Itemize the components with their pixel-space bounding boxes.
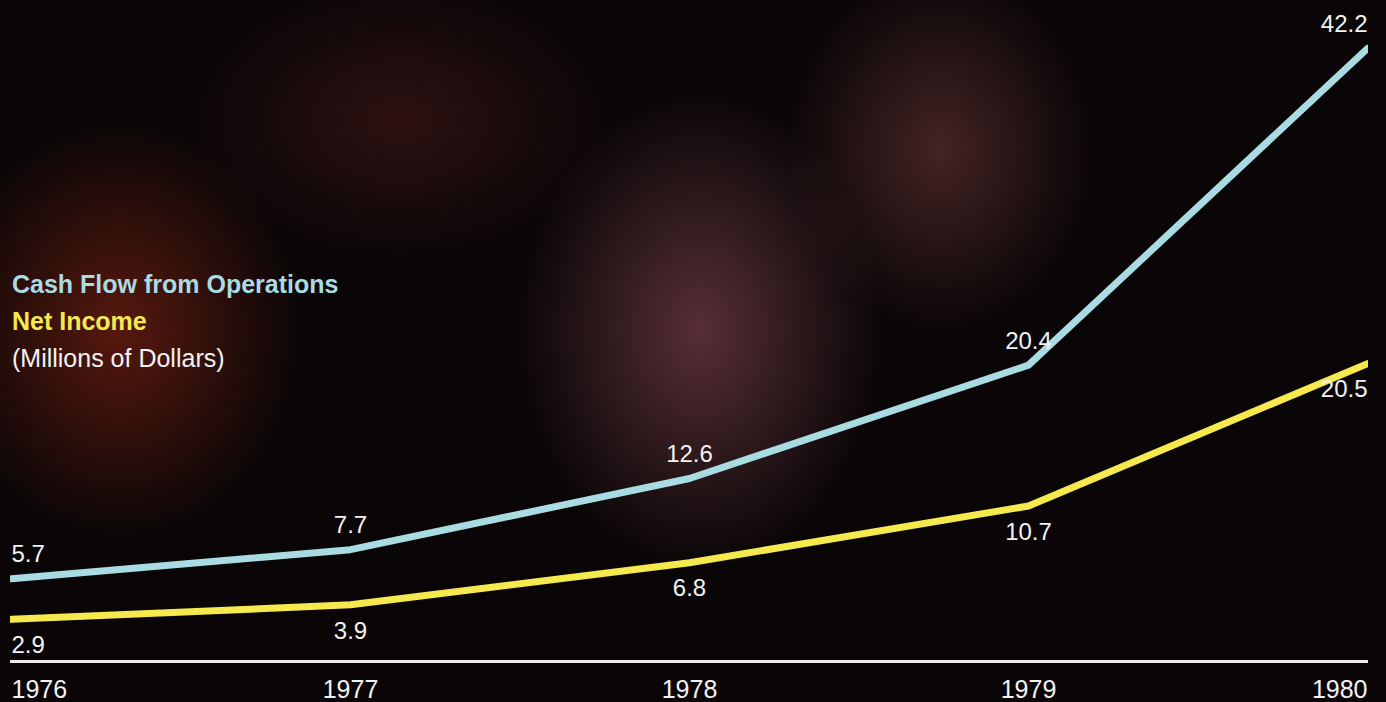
html-text:(Millions of Dollars): (Millions of Dollars)	[12, 344, 225, 372]
svg-text:10.7: 10.7	[1005, 518, 1052, 545]
svg-text:2.9: 2.9	[12, 631, 45, 658]
svg-text:7.7: 7.7	[334, 511, 367, 538]
svg-text:12.6: 12.6	[666, 440, 713, 467]
svg-text:20.4: 20.4	[1005, 327, 1052, 354]
svg-text:42.2: 42.2	[1321, 10, 1368, 37]
svg-text:6.8: 6.8	[673, 574, 706, 601]
svg-text:5.7: 5.7	[12, 540, 45, 567]
svg-text:3.9: 3.9	[334, 617, 367, 644]
svg-text:1978: 1978	[662, 675, 718, 702]
svg-text:1980: 1980	[1312, 675, 1368, 702]
html-text:Net Income: Net Income	[12, 307, 147, 335]
svg-text:1977: 1977	[323, 675, 379, 702]
svg-text:20.5: 20.5	[1321, 375, 1368, 402]
svg-text:1979: 1979	[1001, 675, 1057, 702]
html-text:Cash Flow from Operations: Cash Flow from Operations	[12, 270, 339, 298]
svg-text:1976: 1976	[12, 675, 68, 702]
